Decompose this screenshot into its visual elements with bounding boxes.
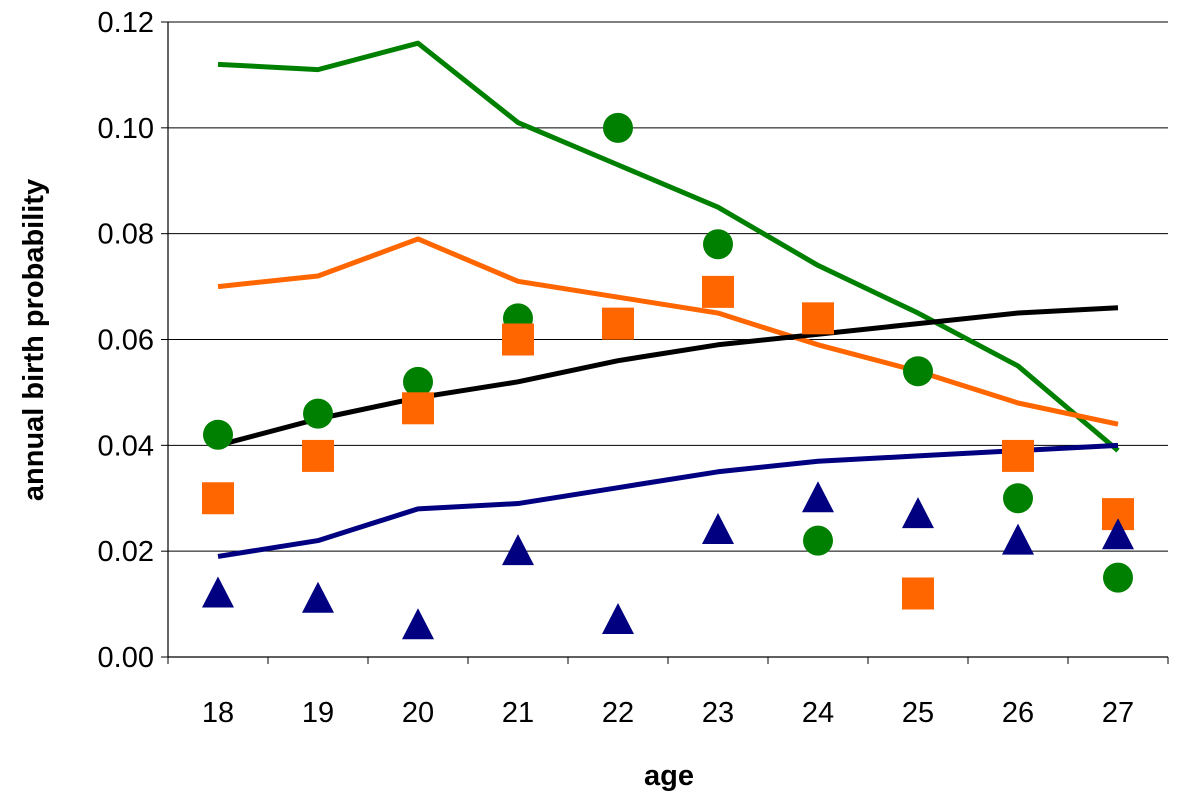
x-tick-label: 22 (602, 697, 634, 729)
triangle-marker (202, 576, 234, 608)
x-tick-label: 20 (402, 697, 434, 729)
series-line (217, 236, 1119, 427)
x-tick-label: 18 (202, 697, 234, 729)
triangle-marker (602, 602, 634, 634)
y-tick-label: 0.08 (98, 219, 154, 251)
square-marker (302, 439, 334, 472)
series-line (217, 40, 1120, 453)
gridlines (168, 21, 1168, 552)
circle-marker (403, 366, 433, 397)
circle-marker (303, 398, 333, 429)
square-marker (702, 275, 734, 308)
x-axis-title: age (644, 760, 694, 792)
y-tick-label: 0.00 (98, 642, 154, 674)
square-marker (802, 302, 834, 335)
axes (161, 21, 1169, 664)
circle-marker (1103, 562, 1133, 593)
x-tick-label: 23 (702, 697, 734, 729)
series-markers (202, 112, 1134, 640)
y-tick-label: 0.10 (98, 113, 154, 145)
circle-marker (703, 229, 733, 260)
circle-marker (603, 112, 633, 143)
circle-marker (1003, 483, 1033, 514)
series-line (217, 305, 1119, 448)
x-tick-label: 19 (302, 697, 334, 729)
circle-marker (803, 525, 833, 556)
square-marker (402, 392, 434, 425)
triangle-marker (702, 513, 734, 544)
square-marker (602, 307, 634, 340)
circle-marker (903, 356, 933, 387)
x-tick-label: 25 (902, 697, 934, 729)
y-axis-title: annual birth probability (18, 179, 50, 501)
square-marker (1002, 439, 1034, 472)
y-tick-label: 0.04 (98, 430, 154, 462)
square-marker (202, 482, 234, 515)
triangle-marker (502, 534, 534, 566)
x-tick-label: 27 (1102, 697, 1134, 729)
x-tick-label: 24 (802, 697, 834, 729)
triangle-marker (302, 581, 334, 613)
triangle-marker (1102, 518, 1134, 550)
triangle-marker (802, 481, 834, 513)
triangle-marker (902, 497, 934, 529)
series-lines (217, 40, 1120, 559)
y-tick-label: 0.12 (98, 7, 154, 39)
circle-marker (203, 419, 233, 450)
series-line (217, 442, 1119, 559)
triangle-marker (1002, 523, 1034, 555)
square-marker (502, 323, 534, 356)
x-tick-label: 21 (502, 697, 534, 729)
tick-labels: 0.00 0.02 0.04 0.06 0.08 0.10 0.12 18 19 20 21 22 23… (98, 7, 1135, 729)
x-tick-label: 26 (1002, 697, 1034, 729)
triangle-marker (402, 608, 434, 640)
y-tick-label: 0.02 (98, 536, 154, 568)
y-tick-label: 0.06 (98, 325, 154, 357)
square-marker (902, 577, 934, 610)
